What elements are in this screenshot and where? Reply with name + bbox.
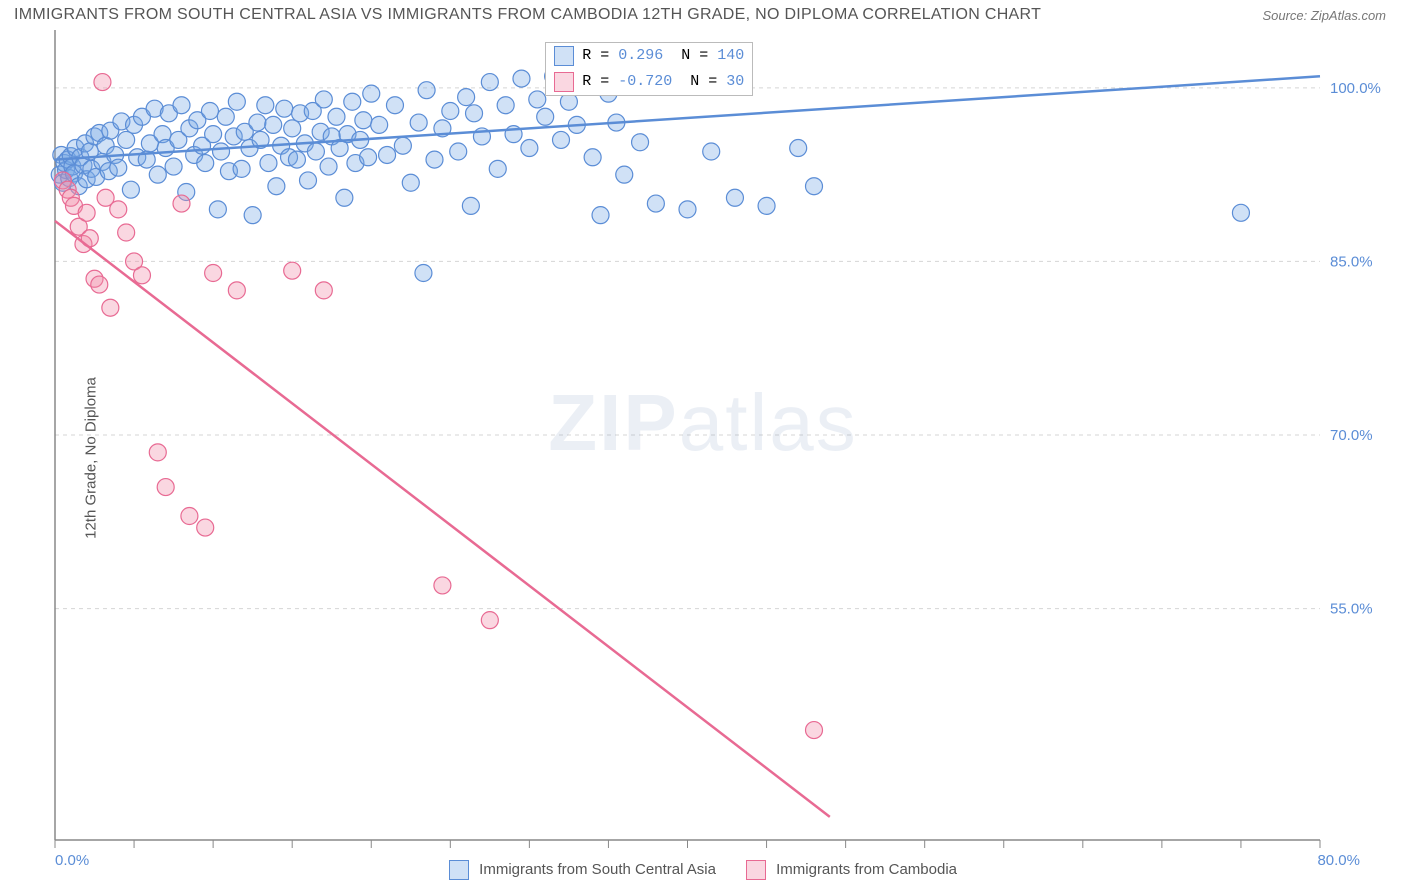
svg-text:85.0%: 85.0% bbox=[1330, 253, 1373, 270]
stats-legend: R = 0.296 N = 140R = -0.720 N = 30 bbox=[545, 42, 753, 96]
svg-text:100.0%: 100.0% bbox=[1330, 80, 1381, 97]
y-axis-label: 12th Grade, No Diploma bbox=[82, 377, 99, 539]
chart-title: IMMIGRANTS FROM SOUTH CENTRAL ASIA VS IM… bbox=[14, 6, 1041, 24]
source-label: Source: ZipAtlas.com bbox=[1262, 8, 1386, 23]
legend-label: Immigrants from South Central Asia bbox=[479, 861, 716, 878]
svg-text:70.0%: 70.0% bbox=[1330, 427, 1373, 444]
chart-area: 12th Grade, No Diploma 100.0% 85.0% 70.0% 5… bbox=[0, 30, 1406, 885]
legend-swatch-icon bbox=[449, 860, 469, 880]
svg-text:55.0%: 55.0% bbox=[1330, 601, 1373, 618]
legend-item-sca: Immigrants from South Central Asia bbox=[449, 860, 716, 880]
bottom-legend: Immigrants from South Central Asia Immig… bbox=[0, 855, 1406, 885]
scatter-chart: 100.0%85.0%70.0%55.0%0.0%80.0% bbox=[0, 30, 1406, 870]
legend-label: Immigrants from Cambodia bbox=[776, 861, 957, 878]
legend-swatch-icon bbox=[746, 860, 766, 880]
legend-item-cambodia: Immigrants from Cambodia bbox=[746, 860, 957, 880]
